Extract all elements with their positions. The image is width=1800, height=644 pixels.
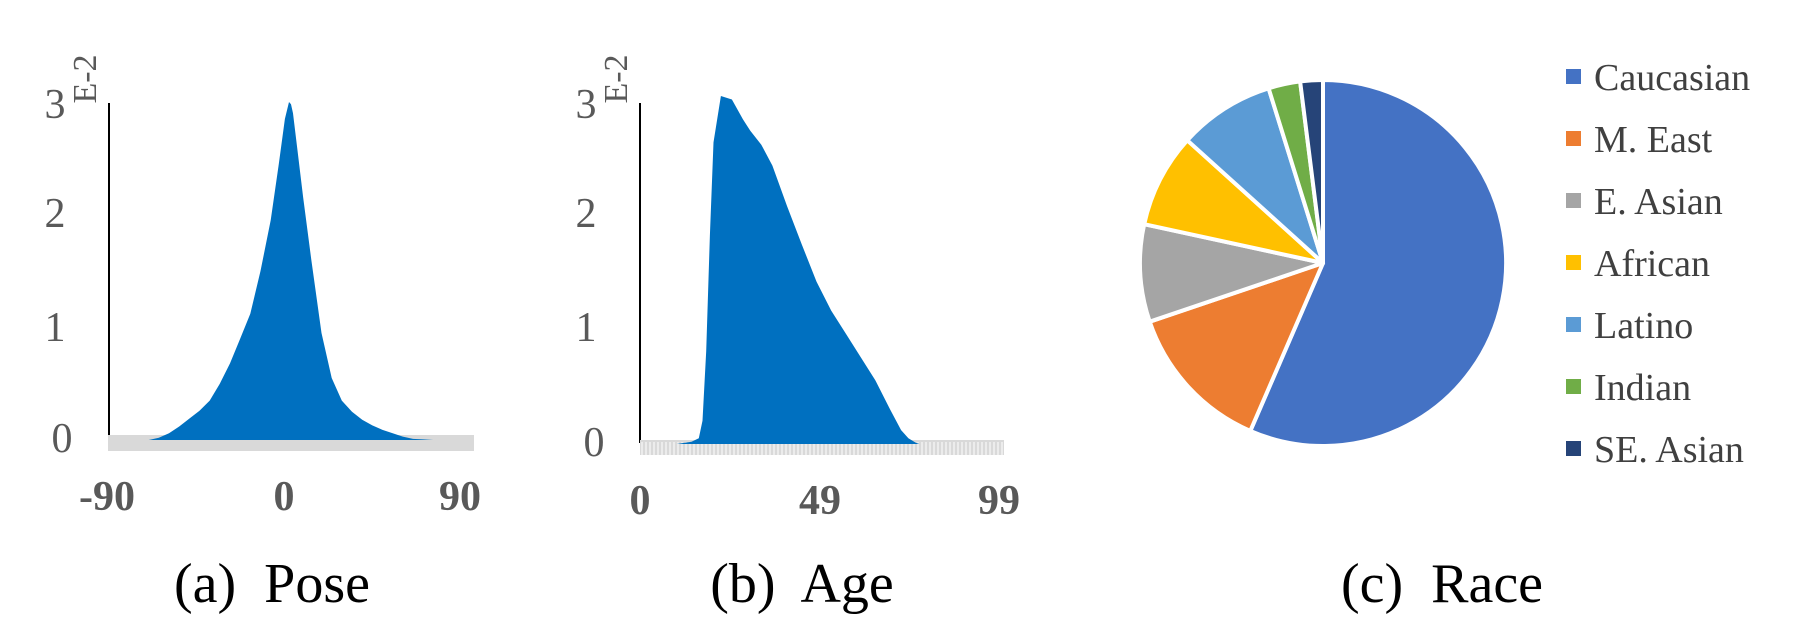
age-y-tick-2: 2 bbox=[576, 191, 597, 237]
pose-x-tick-min: -90 bbox=[79, 474, 135, 520]
legend-label: African bbox=[1594, 243, 1710, 285]
pose-density-area bbox=[108, 102, 474, 440]
age-chart: 0 1 2 3 E-2 0 49 99 (b) Age bbox=[576, 54, 1021, 615]
pose-y-tick-3: 3 bbox=[45, 82, 66, 128]
legend-label: Caucasian bbox=[1594, 57, 1750, 99]
pie-slice-caucasian bbox=[1248, 78, 1509, 448]
legend-label: M. East bbox=[1594, 119, 1713, 161]
legend-label: Latino bbox=[1594, 305, 1693, 347]
age-x-tick-min: 0 bbox=[630, 478, 651, 524]
legend-swatch bbox=[1566, 193, 1581, 208]
age-x-tick-max: 99 bbox=[978, 478, 1020, 524]
legend-label: SE. Asian bbox=[1594, 429, 1744, 471]
race-chart: Caucasian M. East E. Asian African Latino Ind… bbox=[1138, 57, 1750, 615]
legend-swatch bbox=[1566, 441, 1581, 456]
legend-swatch bbox=[1566, 131, 1581, 146]
pose-x-tick-mid: 0 bbox=[274, 474, 295, 520]
age-unit-label: E-2 bbox=[598, 54, 635, 103]
legend-label: Indian bbox=[1594, 367, 1691, 409]
pose-chart: 0 1 2 3 E-2 -90 0 90 (a) Pose bbox=[45, 54, 482, 615]
pose-unit-label: E-2 bbox=[67, 54, 104, 103]
race-legend: Caucasian M. East E. Asian African Latino Ind… bbox=[1566, 57, 1750, 471]
legend-swatch bbox=[1566, 317, 1581, 332]
legend-swatch bbox=[1566, 69, 1581, 84]
legend-label: E. Asian bbox=[1594, 181, 1723, 223]
pie-slice-se-asian bbox=[1298, 77, 1325, 265]
pose-y-tick-1: 1 bbox=[45, 305, 66, 351]
legend-swatch bbox=[1566, 255, 1581, 270]
pose-caption: (a) Pose bbox=[174, 553, 370, 615]
age-y-tick-0: 0 bbox=[584, 420, 605, 466]
age-baseline-ticks bbox=[641, 442, 1003, 455]
age-x-tick-mid: 49 bbox=[799, 478, 841, 524]
age-caption: (b) Age bbox=[710, 553, 894, 615]
pie-slice-m-east bbox=[1147, 261, 1325, 433]
legend-swatch bbox=[1566, 379, 1581, 394]
age-density-area bbox=[640, 96, 1004, 444]
age-y-tick-3: 3 bbox=[576, 82, 597, 128]
age-y-tick-1: 1 bbox=[576, 305, 597, 351]
pose-y-tick-0: 0 bbox=[52, 416, 73, 462]
race-caption: (c) Race bbox=[1341, 553, 1543, 615]
pose-y-tick-2: 2 bbox=[45, 191, 66, 237]
pose-x-tick-max: 90 bbox=[439, 474, 481, 520]
race-pie bbox=[1138, 77, 1509, 448]
